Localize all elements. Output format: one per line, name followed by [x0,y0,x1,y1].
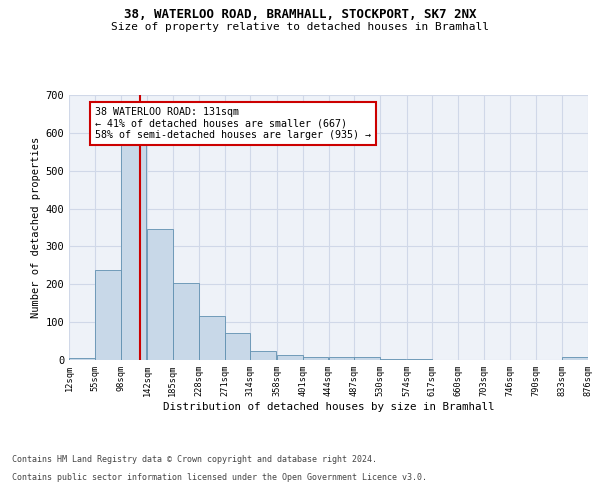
Bar [329,357,355,360]
Bar [302,356,329,360]
Bar [562,358,588,360]
Text: 38 WATERLOO ROAD: 131sqm
← 41% of detached houses are smaller (667)
58% of semi-: 38 WATERLOO ROAD: 131sqm ← 41% of detach… [95,107,371,140]
Bar [407,359,433,360]
Text: Contains HM Land Registry data © Crown copyright and database right 2024.: Contains HM Land Registry data © Crown c… [12,455,377,464]
Y-axis label: Number of detached properties: Number of detached properties [31,137,41,318]
Text: 38, WATERLOO ROAD, BRAMHALL, STOCKPORT, SK7 2NX: 38, WATERLOO ROAD, BRAMHALL, STOCKPORT, … [124,8,476,20]
Bar [380,359,406,360]
Bar [277,355,302,360]
Bar [69,358,95,360]
Text: Size of property relative to detached houses in Bramhall: Size of property relative to detached ho… [111,22,489,32]
Bar [173,283,199,360]
Bar [224,332,250,360]
Bar [250,350,276,360]
Bar [121,136,146,360]
Text: Contains public sector information licensed under the Open Government Licence v3: Contains public sector information licen… [12,472,427,482]
Bar [95,270,121,360]
Bar [147,228,173,360]
Bar [355,358,380,360]
Bar [199,316,224,360]
Text: Distribution of detached houses by size in Bramhall: Distribution of detached houses by size … [163,402,494,412]
